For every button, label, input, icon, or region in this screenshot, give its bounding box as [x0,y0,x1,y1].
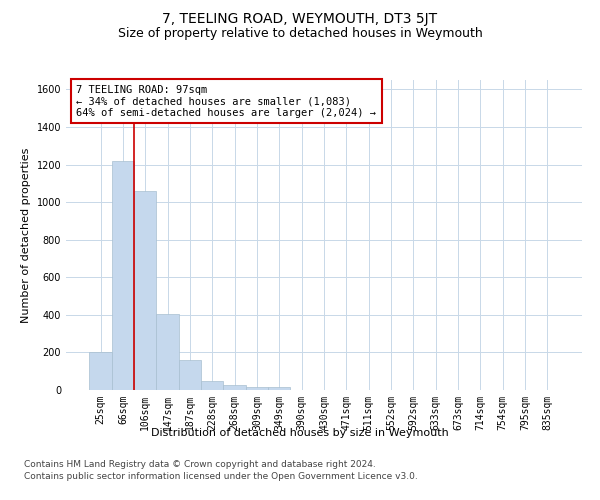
Y-axis label: Number of detached properties: Number of detached properties [21,148,31,322]
Bar [268,387,290,390]
Bar [89,352,112,390]
Bar [201,380,223,390]
Text: Contains HM Land Registry data © Crown copyright and database right 2024.: Contains HM Land Registry data © Crown c… [24,460,376,469]
Bar [246,387,268,390]
Bar [134,191,157,390]
Text: Contains public sector information licensed under the Open Government Licence v3: Contains public sector information licen… [24,472,418,481]
Text: 7, TEELING ROAD, WEYMOUTH, DT3 5JT: 7, TEELING ROAD, WEYMOUTH, DT3 5JT [163,12,437,26]
Text: 7 TEELING ROAD: 97sqm
← 34% of detached houses are smaller (1,083)
64% of semi-d: 7 TEELING ROAD: 97sqm ← 34% of detached … [76,84,376,118]
Bar [112,161,134,390]
Bar [223,386,246,390]
Bar [157,314,179,390]
Text: Size of property relative to detached houses in Weymouth: Size of property relative to detached ho… [118,28,482,40]
Bar [179,360,201,390]
Text: Distribution of detached houses by size in Weymouth: Distribution of detached houses by size … [151,428,449,438]
